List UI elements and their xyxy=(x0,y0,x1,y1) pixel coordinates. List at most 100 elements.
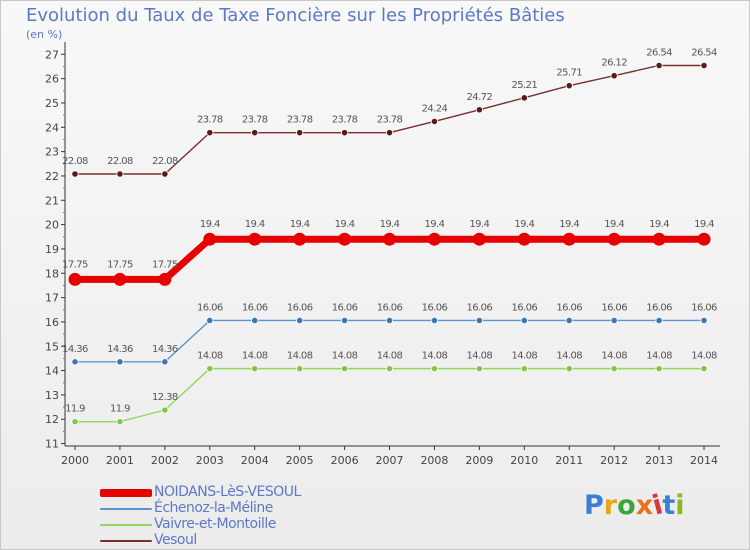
data-point xyxy=(700,365,708,373)
data-label: 22.08 xyxy=(152,156,178,167)
data-label: 14.08 xyxy=(511,351,537,362)
data-point xyxy=(158,272,172,286)
data-point xyxy=(430,117,439,126)
x-tick-label: 2000 xyxy=(61,454,89,467)
logo-letter: o xyxy=(617,490,636,521)
legend-swatch xyxy=(100,508,152,510)
data-point xyxy=(427,232,441,246)
data-point xyxy=(700,316,708,325)
data-label: 16.06 xyxy=(467,302,493,313)
y-tick-label: 16 xyxy=(45,316,59,329)
data-label: 26.12 xyxy=(601,58,627,69)
data-label: 12.38 xyxy=(152,392,178,403)
data-point xyxy=(248,232,262,246)
data-point xyxy=(338,232,352,246)
legend-swatch xyxy=(100,540,152,542)
data-label: 14.08 xyxy=(556,351,582,362)
data-label: 23.78 xyxy=(242,115,268,126)
data-point xyxy=(475,365,483,373)
data-label: 19.4 xyxy=(245,219,265,230)
data-point xyxy=(655,61,663,70)
data-point xyxy=(251,129,259,137)
y-tick-label: 24 xyxy=(45,121,59,134)
logo-letter: x xyxy=(635,490,654,521)
logo-letter: P xyxy=(584,490,604,521)
data-point xyxy=(340,365,349,373)
data-point xyxy=(562,232,576,246)
data-point xyxy=(517,232,531,246)
data-point xyxy=(610,72,618,80)
data-label: 14.08 xyxy=(601,351,627,362)
data-label: 23.78 xyxy=(287,115,313,126)
data-label: 14.08 xyxy=(197,351,223,362)
x-tick-label: 2006 xyxy=(331,454,359,467)
y-tick-label: 27 xyxy=(45,48,59,61)
y-tick-label: 12 xyxy=(45,413,59,426)
data-point xyxy=(71,170,79,178)
data-label: 23.78 xyxy=(332,115,358,126)
data-label: 14.08 xyxy=(646,351,672,362)
data-point xyxy=(700,61,708,70)
data-point xyxy=(520,94,528,102)
data-label: 16.06 xyxy=(422,302,448,313)
data-label: 16.06 xyxy=(601,302,627,313)
data-point xyxy=(520,365,528,373)
y-tick-label: 25 xyxy=(45,97,59,110)
data-point xyxy=(430,365,439,373)
x-tick-label: 2013 xyxy=(645,454,673,467)
data-point xyxy=(296,365,304,373)
data-label: 14.08 xyxy=(422,351,448,362)
data-label: 14.36 xyxy=(152,344,178,355)
chart-title: Evolution du Taux de Taxe Foncière sur l… xyxy=(26,5,565,26)
x-tick-label: 2005 xyxy=(286,454,314,467)
data-point xyxy=(113,272,127,286)
data-label: 24.72 xyxy=(467,92,493,103)
data-label: 11.9 xyxy=(110,404,130,415)
logo-letter: r xyxy=(603,490,618,521)
data-label: 14.36 xyxy=(62,344,88,355)
data-point xyxy=(565,365,573,373)
data-point xyxy=(293,232,307,246)
data-label: 14.08 xyxy=(332,351,358,362)
x-tick-label: 2014 xyxy=(690,454,718,467)
data-label: 14.36 xyxy=(107,344,133,355)
data-point xyxy=(116,170,124,178)
data-point xyxy=(385,129,394,137)
data-point xyxy=(206,365,214,373)
data-point xyxy=(116,358,124,366)
legend-label: NOIDANS-LèS-VESOUL xyxy=(154,484,301,500)
x-tick-label: 2003 xyxy=(196,454,224,467)
data-point xyxy=(203,232,217,246)
data-label: 17.75 xyxy=(152,259,178,270)
data-point xyxy=(116,418,124,426)
legend-label: Échenoz-la-Méline xyxy=(154,500,273,516)
x-tick-label: 2012 xyxy=(600,454,628,467)
y-tick-label: 18 xyxy=(45,267,59,280)
legend-swatch xyxy=(100,489,152,497)
data-label: 26.54 xyxy=(646,47,672,58)
data-label: 16.06 xyxy=(197,302,223,313)
data-label: 19.4 xyxy=(290,219,310,230)
data-point xyxy=(475,106,483,114)
data-label: 14.08 xyxy=(377,351,403,362)
logo-letter: i xyxy=(675,490,685,521)
data-label: 26.54 xyxy=(691,47,717,58)
data-point xyxy=(71,358,79,366)
data-label: 23.78 xyxy=(377,115,403,126)
data-label: 19.4 xyxy=(649,219,669,230)
data-point xyxy=(697,232,711,246)
data-label: 14.08 xyxy=(467,351,493,362)
x-tick-label: 2007 xyxy=(376,454,404,467)
data-point xyxy=(71,418,79,426)
y-tick-label: 13 xyxy=(45,389,59,402)
data-label: 14.08 xyxy=(242,351,268,362)
data-point xyxy=(385,365,394,373)
data-point xyxy=(340,129,349,137)
data-point xyxy=(655,365,663,373)
data-label: 19.4 xyxy=(514,219,534,230)
y-tick-label: 22 xyxy=(45,170,59,183)
x-tick-label: 2001 xyxy=(106,454,134,467)
data-point xyxy=(161,406,169,414)
data-label: 19.4 xyxy=(380,219,400,230)
